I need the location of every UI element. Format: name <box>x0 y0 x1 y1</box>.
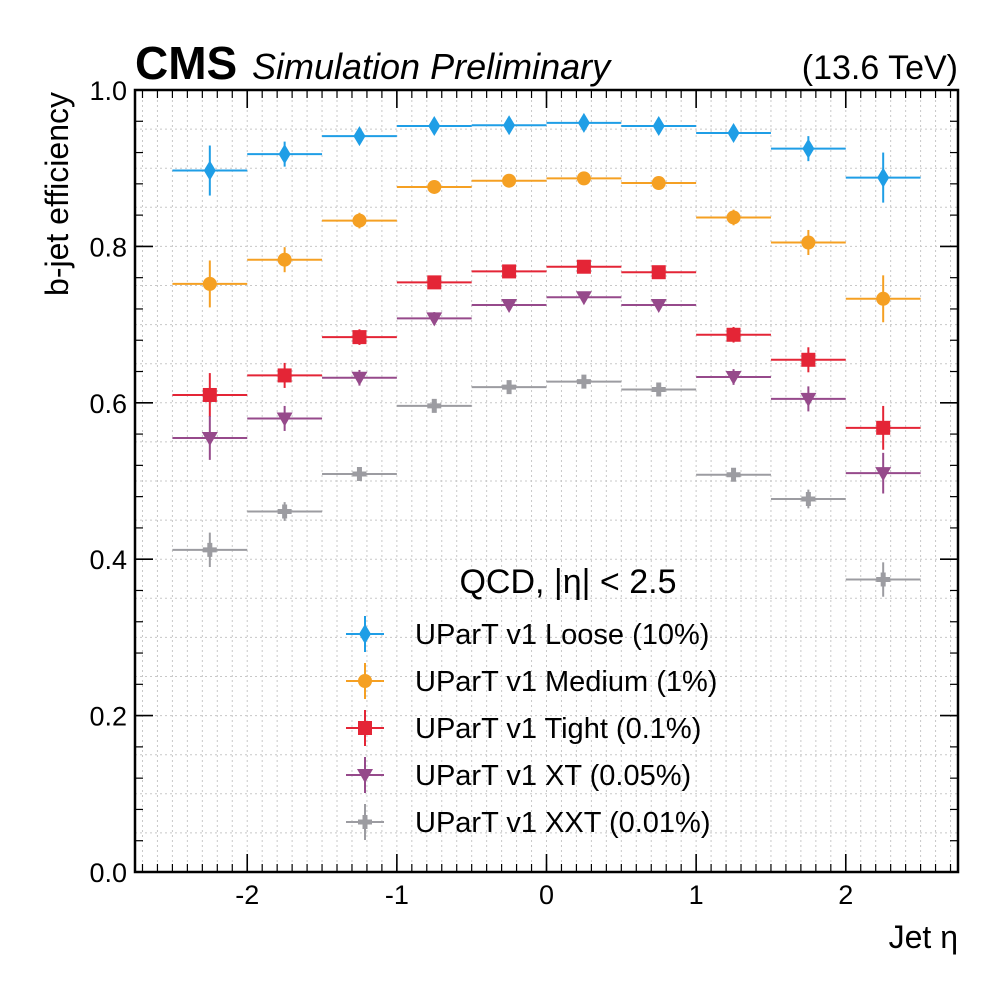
x-tick-label: 2 <box>838 880 853 910</box>
data-point <box>876 291 891 306</box>
legend-label: UParT v1 Tight (0.1%) <box>415 713 701 745</box>
legend-label: UParT v1 XXT (0.01%) <box>415 807 710 839</box>
data-point <box>503 115 516 136</box>
series-plus <box>172 374 921 597</box>
legend-label: UParT v1 Medium (1%) <box>415 666 717 698</box>
legend-marker <box>357 769 373 783</box>
data-point <box>428 115 441 136</box>
grid <box>135 90 958 872</box>
data-point <box>575 291 592 306</box>
y-tick-label: 0.2 <box>89 702 127 732</box>
data-point <box>651 176 666 191</box>
data-point <box>278 144 291 165</box>
x-tick-label: -1 <box>385 880 409 910</box>
y-tick-label: 0.4 <box>89 545 127 575</box>
legend-marker <box>358 721 372 735</box>
data-point <box>876 572 891 587</box>
data-point <box>203 160 216 181</box>
data-point <box>726 210 741 225</box>
axis-ticks: -2 -1 0 1 2 0.0 0.2 0.4 0.6 0.8 1.0 <box>89 76 958 910</box>
plot-frame <box>133 88 960 874</box>
data-point <box>276 412 293 427</box>
data-point <box>427 398 442 413</box>
data-point <box>726 467 741 482</box>
data-point <box>877 167 890 188</box>
legend-entries: UParT v1 Loose (10%) UParT v1 Medium (1%)… <box>346 616 717 840</box>
simulation-label: Simulation Preliminary <box>252 46 612 87</box>
data-point <box>353 126 366 147</box>
data-point <box>352 330 367 345</box>
data-point <box>502 380 517 395</box>
data-point <box>576 374 591 389</box>
data-point <box>427 275 442 290</box>
y-tick-label: 1.0 <box>89 76 127 106</box>
data-point <box>201 431 218 446</box>
legend-entry: UParT v1 XT (0.05%) <box>346 757 691 793</box>
legend-marker <box>358 674 372 688</box>
y-tick-label: 0.8 <box>89 232 127 262</box>
legend-marker <box>359 624 371 644</box>
data-point <box>502 264 517 279</box>
series-square <box>172 259 921 450</box>
y-axis-label: b-jet efficiency <box>39 92 75 296</box>
x-tick-label: -2 <box>235 880 259 910</box>
data-point <box>577 112 590 133</box>
legend-label: UParT v1 XT (0.05%) <box>415 760 691 792</box>
data-point <box>725 370 742 385</box>
data-point <box>801 491 816 506</box>
data-point <box>802 138 815 159</box>
data-point <box>277 368 292 383</box>
energy-label: (13.6 TeV) <box>802 49 958 87</box>
data-point <box>351 371 368 386</box>
data-point <box>427 179 442 194</box>
data-point <box>652 115 665 136</box>
data-point <box>727 123 740 144</box>
data-point <box>801 235 816 250</box>
data-point <box>277 504 292 519</box>
data-point <box>651 382 666 397</box>
legend-label: UParT v1 Loose (10%) <box>415 619 709 651</box>
data-point <box>876 420 891 435</box>
data-point <box>875 467 892 482</box>
data-point <box>352 213 367 228</box>
data-point <box>202 276 217 291</box>
legend-title: QCD, |η| < 2.5 <box>459 563 676 601</box>
series-triangle-down <box>172 291 921 494</box>
data-point <box>576 259 591 274</box>
legend: QCD, |η| < 2.5 UParT v1 Loose (10%)UParT… <box>346 563 717 840</box>
data-point <box>426 312 443 327</box>
data-point <box>501 299 518 314</box>
legend-entry: UParT v1 Medium (1%) <box>346 663 717 699</box>
legend-entry: UParT v1 Tight (0.1%) <box>346 710 701 746</box>
series-circle <box>172 171 921 323</box>
data-point <box>650 299 667 314</box>
data-point <box>576 171 591 186</box>
y-tick-label: 0.6 <box>89 389 127 419</box>
legend-entry: UParT v1 Loose (10%) <box>346 616 709 652</box>
data-point <box>277 252 292 267</box>
data-point <box>800 392 817 407</box>
legend-marker <box>358 815 372 829</box>
data-point <box>502 173 517 188</box>
x-axis-label: Jet η <box>889 919 958 955</box>
data-point <box>352 466 367 481</box>
data-point <box>651 265 666 280</box>
data-points <box>172 112 921 597</box>
data-point <box>202 387 217 402</box>
data-point <box>726 327 741 342</box>
data-point <box>801 352 816 367</box>
x-tick-label: 1 <box>689 880 704 910</box>
data-point <box>202 542 217 557</box>
experiment-label: CMS <box>135 37 237 89</box>
x-tick-label: 0 <box>539 880 554 910</box>
y-tick-label: 0.0 <box>89 858 127 888</box>
series-diamond <box>172 112 921 203</box>
legend-entry: UParT v1 XXT (0.01%) <box>346 804 710 840</box>
